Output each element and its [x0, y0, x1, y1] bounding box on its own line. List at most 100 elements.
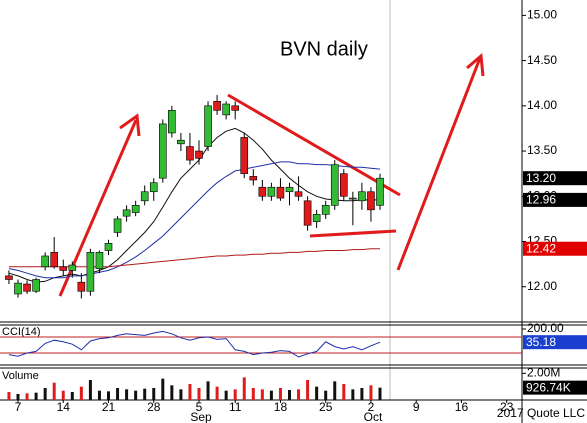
- volume-bar: [233, 389, 237, 400]
- price-label: 13.20: [526, 171, 556, 185]
- candle-body: [104, 243, 113, 251]
- volume-bar: [369, 385, 373, 400]
- candle-body: [349, 197, 357, 200]
- candle-body: [367, 191, 375, 211]
- candle-body: [303, 200, 312, 226]
- volume-bar: [34, 392, 38, 400]
- x-tick-label: 21: [102, 400, 116, 414]
- volume-bar: [97, 390, 101, 400]
- candle-body: [339, 173, 348, 197]
- candle-body: [50, 252, 59, 268]
- volume-bar: [152, 388, 156, 400]
- volume-bar: [197, 388, 201, 400]
- arrow-head: [466, 52, 485, 77]
- candle-body: [159, 123, 167, 179]
- candle-body: [122, 209, 131, 217]
- candle-body: [59, 266, 68, 271]
- price-label: 12.42: [526, 241, 556, 255]
- candle-body: [358, 191, 366, 202]
- candle-body: [222, 103, 230, 116]
- volume-bar: [242, 377, 246, 400]
- volume-bar: [88, 380, 92, 400]
- candle-body: [32, 279, 40, 292]
- y-tick-label: 14.50: [527, 53, 557, 67]
- panel-title: CCI(14): [2, 326, 41, 338]
- x-tick-label: 7: [15, 400, 22, 414]
- volume-bar: [278, 388, 282, 400]
- candle-body: [321, 205, 330, 215]
- price-label: 35.18: [526, 335, 556, 349]
- resistance-line: [227, 93, 401, 197]
- x-tick-label: 2: [368, 400, 375, 414]
- target-arrow: [396, 57, 482, 271]
- x-tick-label: 5: [196, 400, 203, 414]
- candle-body: [14, 282, 22, 295]
- volume-bar: [7, 392, 11, 400]
- candle-body: [113, 218, 122, 233]
- volume-bar: [70, 392, 74, 400]
- candle-body: [312, 214, 321, 222]
- volume-bar: [206, 381, 210, 400]
- candle-body: [294, 191, 303, 197]
- volume-bar: [251, 388, 255, 400]
- month-label: Sep: [190, 410, 212, 423]
- candle-body: [231, 105, 239, 111]
- y-tick-label: 12.00: [527, 279, 557, 293]
- volume-bar: [324, 390, 328, 400]
- candle-body: [86, 252, 95, 292]
- candle-body: [267, 186, 276, 197]
- volume-bar: [79, 386, 83, 400]
- volume-bar: [215, 386, 219, 400]
- candle-body: [168, 110, 176, 134]
- candle-body: [240, 137, 249, 174]
- volume-bar: [116, 388, 120, 400]
- volume-bar: [16, 394, 20, 400]
- y-tick-label: 2.00M: [527, 366, 560, 380]
- candle-body: [23, 283, 31, 292]
- volume-bar: [25, 393, 29, 400]
- candle-body: [195, 150, 203, 159]
- arrow-head: [119, 113, 141, 137]
- volume-bar: [61, 390, 65, 400]
- price-label-box: [523, 192, 587, 207]
- support-line: [309, 229, 397, 238]
- volume-bar: [179, 389, 183, 400]
- x-tick-label: 14: [57, 400, 71, 414]
- y-tick-label: 200.00: [527, 321, 564, 335]
- chart-title: BVN daily: [280, 38, 368, 60]
- candle-body: [276, 186, 285, 199]
- candle-body: [376, 177, 384, 206]
- candle-body: [41, 255, 49, 268]
- volume-bar: [52, 382, 56, 400]
- volume-bar: [260, 389, 264, 400]
- volume-bar: [288, 390, 291, 400]
- x-tick-label: 28: [147, 400, 161, 414]
- y-tick-label: 15.00: [527, 8, 557, 22]
- volume-bar: [360, 388, 364, 400]
- volume-bar: [170, 385, 174, 400]
- candle-body: [213, 101, 221, 111]
- volume-bar: [315, 386, 319, 400]
- candle-body: [131, 205, 140, 213]
- indicator-line: [8, 127, 380, 283]
- volume-bar: [224, 390, 228, 400]
- candle-body: [249, 176, 258, 181]
- panel-title: Volume: [2, 370, 39, 382]
- volume-bar: [43, 388, 47, 400]
- candle-body: [330, 164, 339, 206]
- volume-bar: [107, 391, 110, 400]
- volume-bar: [306, 380, 310, 400]
- volume-bar: [297, 389, 301, 400]
- candle-body: [77, 281, 86, 292]
- candle-body: [5, 275, 13, 280]
- price-label: 926.74K: [526, 380, 571, 394]
- volume-bar: [351, 389, 355, 400]
- candle-body: [186, 146, 194, 161]
- price-label-box: [523, 335, 587, 350]
- price-label-box: [523, 380, 587, 395]
- candle-body: [285, 186, 294, 193]
- candle-body: [149, 182, 158, 193]
- y-tick-label: 14.00: [527, 98, 557, 112]
- x-tick-label: 11: [229, 400, 242, 414]
